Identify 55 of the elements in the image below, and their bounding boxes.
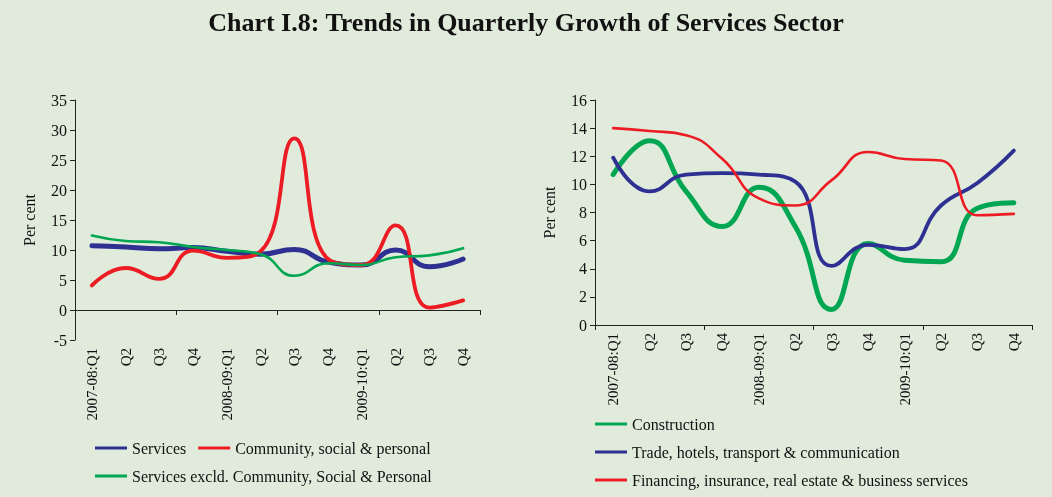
y-tick-label: 6: [579, 232, 587, 250]
x-tick-label: 2008-09:Q1: [218, 348, 235, 421]
x-tick-label: Q2: [641, 333, 658, 352]
legend-label: Community, social & personal: [235, 439, 432, 458]
line-series: [90, 234, 465, 278]
x-tick-label: 2008-09:Q1: [750, 333, 767, 406]
y-tick-label: 8: [579, 204, 587, 221]
y-tick-label: -5: [53, 331, 67, 349]
y-tick-label: 20: [51, 181, 67, 199]
x-tick-label: Q2: [932, 333, 949, 352]
x-tick-label: 2009-10:Q1: [896, 333, 913, 406]
x-tick-label: Q3: [678, 333, 695, 352]
y-tick-label: 0: [579, 316, 587, 334]
x-tick-label: Q4: [455, 347, 472, 367]
line-series: [611, 126, 1016, 217]
y-tick-label: 14: [571, 119, 587, 137]
x-tick-label: Q4: [185, 347, 202, 367]
x-tick-label: Q3: [823, 333, 840, 352]
legend-label: Financing, insurance, real estate & business services: [632, 471, 968, 490]
legend-label: Trade, hotels, transport & communication: [632, 443, 900, 462]
x-tick-label: Q4: [1005, 332, 1022, 352]
y-tick-label: 2: [579, 288, 587, 306]
x-tick-label: Q3: [421, 348, 438, 367]
y-tick-label: 4: [579, 260, 587, 278]
y-tick-label: 0: [59, 301, 67, 319]
y-tick-label: 15: [51, 211, 67, 229]
x-tick-label: Q2: [117, 348, 134, 367]
x-tick-label: 2009-10:Q1: [353, 348, 370, 421]
x-tick-label: Q3: [151, 348, 168, 367]
y-tick-label: 30: [51, 121, 67, 139]
x-tick-label: Q4: [714, 332, 731, 352]
x-tick-label: Q2: [787, 333, 804, 352]
legend-label: Services: [132, 439, 187, 457]
y-tick-label: 10: [51, 241, 67, 259]
y-tick-label: 35: [51, 91, 67, 109]
y-tick-label: 10: [571, 175, 587, 193]
x-tick-label: 2007-08:Q1: [83, 348, 100, 421]
x-tick-label: Q4: [860, 332, 877, 352]
x-tick-label: Q4: [320, 347, 337, 367]
x-tick-label: 2007-08:Q1: [605, 333, 622, 406]
x-tick-label: Q2: [387, 348, 404, 367]
y-tick-label: 5: [59, 271, 67, 289]
y-tick-label: 25: [51, 151, 67, 169]
chart-title: Chart I.8: Trends in Quarterly Growth of Services Sector: [207, 8, 845, 38]
x-tick-label: Q2: [252, 348, 269, 367]
y-tick-label: 16: [571, 91, 587, 109]
legend-label: Construction: [632, 415, 715, 433]
y-tick-label: 12: [571, 147, 587, 165]
legend-label: Services excld. Community, Social & Personal: [132, 467, 433, 486]
x-tick-label: Q3: [969, 333, 986, 352]
y-axis-title: Per cent: [20, 193, 38, 246]
x-tick-label: Q3: [286, 348, 303, 367]
line-series: [611, 148, 1016, 268]
line-series: [89, 136, 466, 310]
y-axis-title: Per cent: [540, 185, 558, 239]
